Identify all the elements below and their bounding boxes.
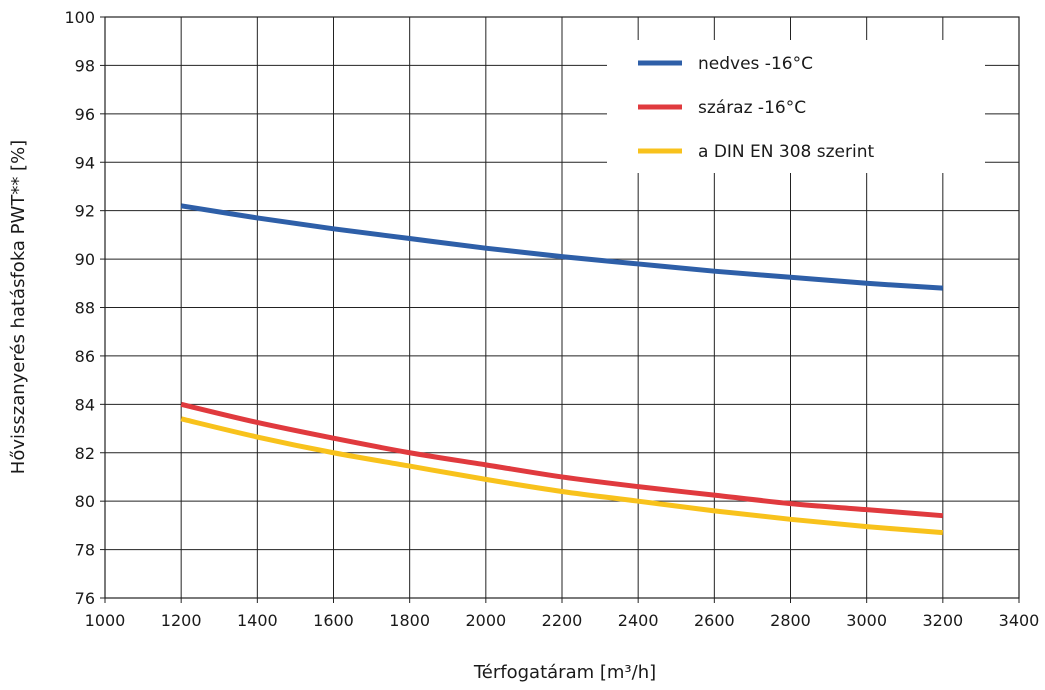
y-tick-label: 80 [75,492,95,511]
legend-label: száraz -16°C [698,98,806,118]
x-tick-label: 1600 [313,611,354,630]
y-tick-label: 76 [75,589,95,608]
x-tick-label: 1000 [85,611,126,630]
y-tick-label: 82 [75,444,95,463]
x-tick-label: 1800 [389,611,430,630]
x-tick-label: 3200 [922,611,963,630]
y-tick-label: 90 [75,250,95,269]
x-tick-label: 1200 [161,611,202,630]
x-tick-label: 2600 [694,611,735,630]
y-tick-label: 100 [64,8,95,27]
y-tick-label: 84 [75,395,95,414]
y-tick-label: 96 [75,105,95,124]
x-tick-label: 3000 [846,611,887,630]
y-axis-title: Hővisszanyerés hatásfoka PWT** [%] [8,140,29,474]
x-tick-labels: 1000 1200 1400 1600 1800 2000 2200 2400 2600 2800… [85,611,1040,630]
x-tick-label: 2400 [618,611,659,630]
x-tick-label: 3400 [999,611,1040,630]
y-tick-label: 98 [75,56,95,75]
legend-label: a DIN EN 308 szerint [698,142,874,162]
y-tick-label: 92 [75,202,95,221]
y-tick-label: 86 [75,347,95,366]
axes [100,16,1020,603]
y-tick-label: 94 [75,153,95,172]
x-tick-label: 2000 [465,611,506,630]
x-tick-label: 1400 [237,611,278,630]
y-tick-labels: 76 78 80 82 84 86 88 90 92 94 96 98 100 [64,8,95,608]
legend: nedves -16°C száraz -16°C a DIN EN 308 sze… [607,40,985,173]
y-tick-label: 78 [75,541,95,560]
x-tick-label: 2200 [542,611,583,630]
series-line-din-en-308 [180,416,944,536]
series-line-szaraz [180,401,944,519]
series-lines [180,203,944,536]
series-line-nedves [180,203,943,291]
legend-label: nedves -16°C [698,54,813,74]
y-tick-label: 88 [75,299,95,318]
x-axis-title: Térfogatáram [m³/h] [473,662,656,683]
x-tick-label: 2800 [770,611,811,630]
plot-frame [104,16,1020,599]
